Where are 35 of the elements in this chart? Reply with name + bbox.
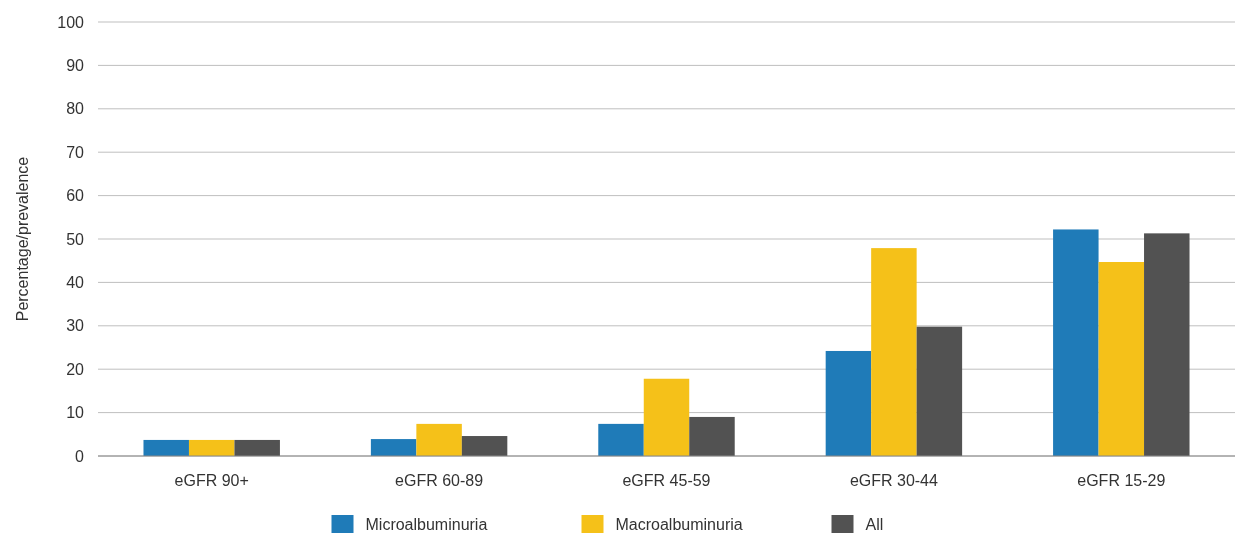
y-tick-label: 20	[66, 360, 85, 378]
y-tick-label: 80	[66, 100, 85, 118]
y-tick-label: 50	[66, 230, 85, 248]
y-tick-label: 100	[57, 13, 85, 31]
bar	[825, 350, 872, 456]
x-tick-label: eGFR 45-59	[622, 472, 711, 489]
bar	[234, 439, 280, 456]
bar	[643, 378, 690, 456]
bar	[1098, 262, 1145, 456]
bar	[416, 423, 462, 456]
y-tick-label: 40	[66, 274, 85, 291]
y-tick-label: 60	[66, 187, 85, 205]
x-tick-label: eGFR 60-89	[395, 472, 484, 489]
x-tick-label: eGFR 90+	[174, 472, 249, 489]
bar	[689, 416, 735, 456]
y-tick-label: 10	[66, 404, 85, 422]
legend-label: Microalbuminuria	[365, 516, 488, 533]
bar	[370, 439, 417, 456]
legend-label: Macroalbuminuria	[615, 516, 743, 533]
bar	[143, 439, 189, 456]
bar	[1144, 233, 1190, 456]
y-tick-label: 90	[66, 57, 85, 74]
bar	[598, 423, 644, 456]
y-tick-label: 0	[75, 447, 85, 465]
bar	[461, 436, 508, 456]
bar	[871, 248, 917, 456]
legend-label: All	[865, 516, 884, 533]
y-tick-label: 70	[66, 143, 85, 161]
y-axis-title: Percentage/prevalence	[14, 156, 31, 322]
x-tick-label: eGFR 30-44	[849, 472, 939, 489]
bar	[188, 439, 235, 456]
y-tick-label: 30	[66, 317, 85, 335]
bar	[1053, 229, 1099, 456]
bar	[916, 326, 963, 456]
x-tick-label: eGFR 15-29	[1077, 472, 1166, 489]
